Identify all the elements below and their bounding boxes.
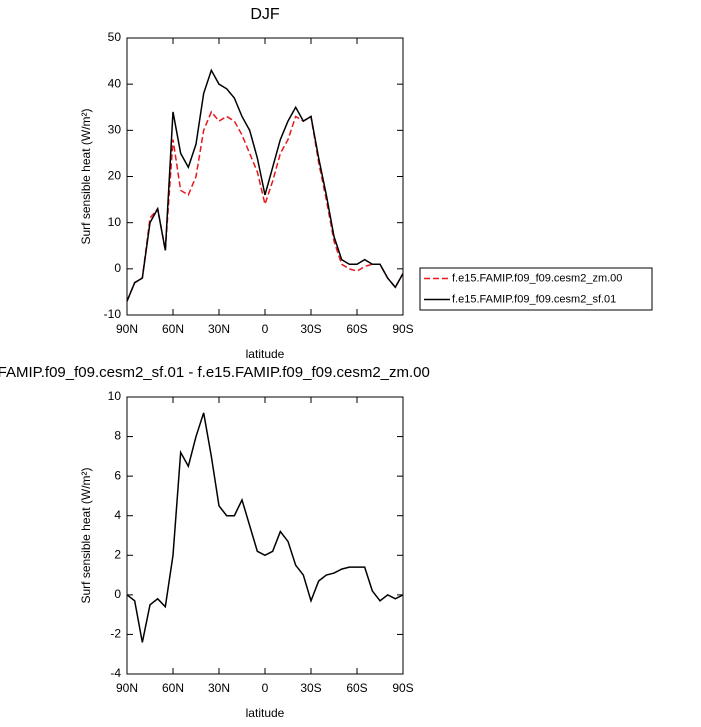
x-tick-label: 60S	[346, 681, 367, 695]
line-series	[126, 68, 404, 302]
y-tick-label: 50	[108, 30, 122, 44]
y-tick-label: 20	[108, 169, 122, 183]
x-tick-label: 60N	[162, 681, 184, 695]
chart-title: DJF	[250, 6, 280, 23]
y-axis-label: Surf sensible heat (W/m²)	[79, 108, 93, 244]
legend-box	[419, 267, 653, 311]
x-tick-label: 30S	[300, 681, 321, 695]
y-tick-label: 10	[108, 389, 122, 403]
legend-label: f.e15.FAMIP.f09_f09.cesm2_sf.01	[452, 293, 616, 305]
y-tick-label: -4	[110, 666, 121, 680]
x-tick-label: 60N	[162, 322, 184, 336]
y-tick-label: 6	[114, 468, 121, 482]
y-tick-label: 40	[108, 76, 122, 90]
x-tick-label: 90N	[116, 322, 138, 336]
y-tick-label: 30	[108, 123, 122, 137]
x-tick-label: 90S	[392, 322, 413, 336]
y-tick-label: -2	[110, 627, 121, 641]
legend-label: f.e15.FAMIP.f09_f09.cesm2_zm.00	[452, 272, 622, 284]
x-tick-label: 90S	[392, 681, 413, 695]
plot-frame	[126, 37, 404, 316]
y-tick-label: 10	[108, 215, 122, 229]
y-tick-label: 0	[114, 261, 121, 275]
x-tick-label: 90N	[116, 681, 138, 695]
x-tick-label: 30S	[300, 322, 321, 336]
x-tick-label: 0	[262, 322, 269, 336]
y-axis-label: Surf sensible heat (W/m²)	[79, 467, 93, 603]
x-axis-label: latitude	[246, 706, 285, 720]
line-series	[126, 110, 404, 302]
x-tick-label: 60S	[346, 322, 367, 336]
chart-title: f.e15.FAMIP.f09_f09.cesm2_sf.01 - f.e15.…	[0, 364, 430, 381]
x-tick-label: 0	[262, 681, 269, 695]
x-tick-label: 30N	[208, 322, 230, 336]
y-tick-label: 8	[114, 429, 121, 443]
y-tick-label: 2	[114, 547, 121, 561]
x-tick-label: 30N	[208, 681, 230, 695]
x-axis-label: latitude	[246, 347, 285, 361]
plot-frame	[126, 396, 404, 675]
y-tick-label: 4	[114, 508, 121, 522]
y-tick-label: -10	[104, 307, 122, 321]
y-tick-label: 0	[114, 587, 121, 601]
line-series	[126, 412, 404, 643]
